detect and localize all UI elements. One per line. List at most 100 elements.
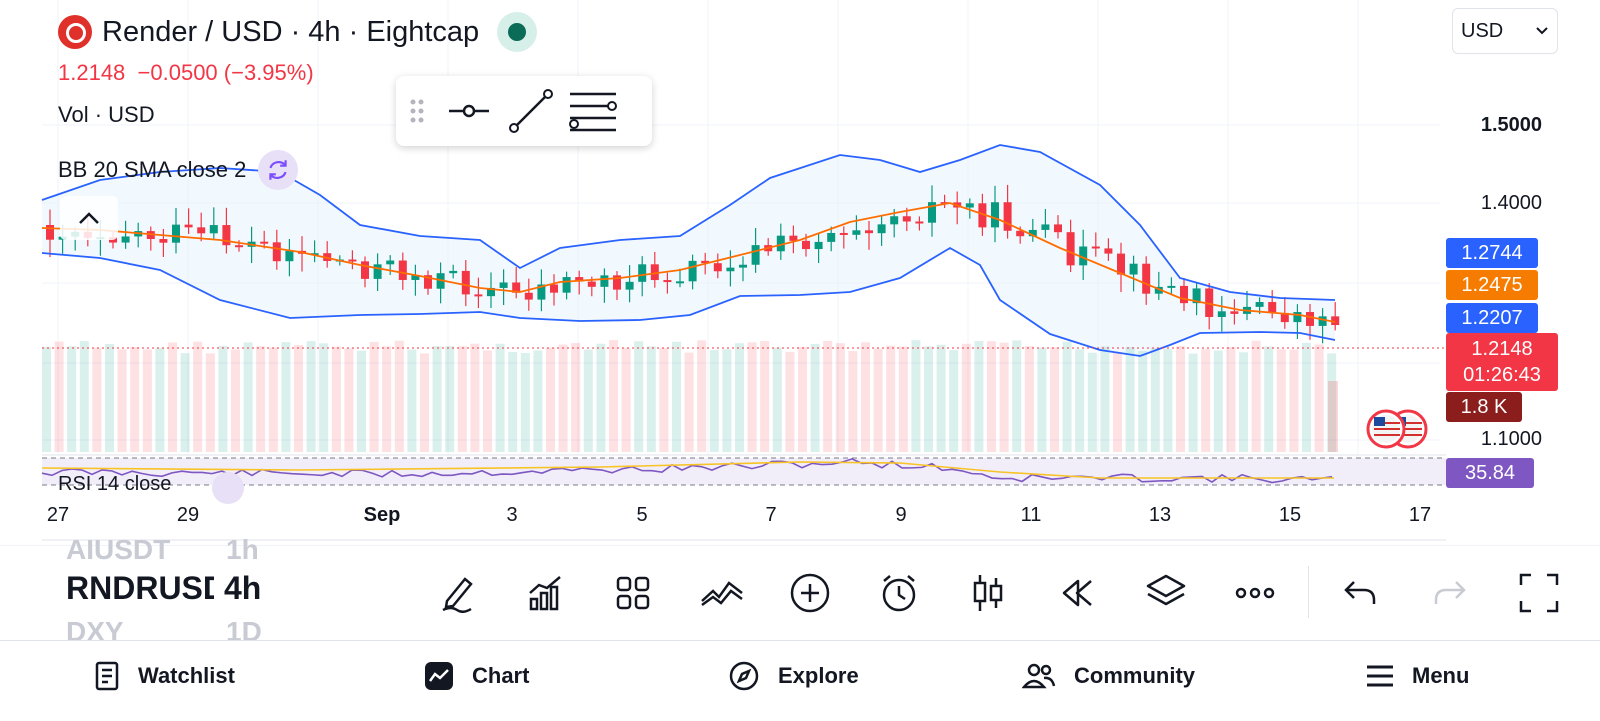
rsi-settings-bg	[212, 472, 244, 504]
time-tick: 15	[1278, 504, 1302, 526]
candle-body	[121, 236, 130, 243]
volume-bar	[520, 352, 530, 452]
candle-body	[776, 235, 785, 252]
candle-body	[1255, 302, 1264, 307]
nav-community[interactable]: Community	[1022, 641, 1195, 711]
drawing-floating-toolbar[interactable]	[396, 76, 652, 146]
watchlist-icon	[95, 661, 119, 691]
candle-body	[159, 239, 168, 243]
candle-body	[726, 267, 735, 272]
price-tick: 1.1000	[1480, 428, 1542, 450]
volume-bar	[936, 344, 946, 452]
bb-lower-tag: 1.2207	[1446, 303, 1538, 333]
nav-menu[interactable]: Menu	[1366, 641, 1469, 711]
prev-symbol[interactable]: AIUSDT	[66, 534, 171, 565]
symbol-interval-picker[interactable]: AIUSDT 1h RNDRUSD 4h DXY 1D	[66, 534, 286, 647]
more-icon[interactable]	[1230, 568, 1280, 618]
candle-body	[1028, 229, 1037, 237]
nav-watchlist[interactable]: Watchlist	[94, 641, 235, 711]
volume-bar	[646, 346, 656, 452]
last-price-tag-value: 1.2148	[1471, 338, 1533, 360]
current-interval[interactable]: 4h	[224, 570, 262, 606]
volume-bar	[394, 340, 404, 452]
candle-body	[852, 230, 861, 235]
volume-bar	[243, 342, 253, 452]
candle-body	[46, 225, 54, 240]
currency-select[interactable]: USD	[1452, 8, 1558, 54]
candle-body	[260, 241, 269, 244]
replay-icon[interactable]	[1052, 568, 1102, 618]
bb-legend[interactable]: BB 20 SMA close 2	[58, 150, 299, 190]
undo-icon[interactable]	[1335, 568, 1385, 618]
fib-retracement-icon[interactable]	[562, 76, 624, 146]
volume-bar	[1163, 348, 1173, 452]
templates-icon[interactable]	[608, 568, 658, 618]
current-symbol[interactable]: RNDRUSD	[66, 570, 214, 606]
candle-body	[713, 263, 722, 272]
candle-body	[550, 284, 558, 293]
add-icon[interactable]	[785, 568, 835, 618]
volume-bar	[1087, 352, 1097, 452]
bb-legend-label: BB 20 SMA close 2	[58, 157, 247, 182]
time-tick: 3	[506, 504, 518, 526]
fullscreen-icon[interactable]	[1514, 568, 1564, 618]
collapse-legend-button[interactable]	[60, 196, 118, 240]
volume-bar	[1328, 381, 1338, 452]
candle-body	[676, 281, 684, 284]
nav-explore[interactable]: Explore	[728, 641, 859, 711]
nav-chart[interactable]: Chart	[424, 641, 529, 711]
chart-area[interactable]: Render / USD · 4h · Eightcap 1.2148 −0.0…	[0, 0, 1600, 545]
chart-icon	[425, 662, 453, 690]
candle-body	[613, 275, 621, 290]
volume-bar	[1264, 346, 1274, 452]
volume-bar	[873, 348, 883, 452]
candle-body	[449, 270, 458, 274]
volume-bar	[168, 342, 177, 452]
candle-body	[688, 260, 697, 282]
volume-bar	[268, 347, 278, 452]
candle-body	[386, 260, 395, 265]
refresh-icon[interactable]	[258, 150, 299, 190]
volume-bar	[1113, 352, 1122, 452]
economic-events-flag-icon[interactable]	[1366, 409, 1430, 449]
candle-body	[1205, 288, 1214, 317]
candle-type-icon[interactable]	[963, 568, 1013, 618]
nav-community-label: Community	[1074, 663, 1195, 688]
volume-bar	[1138, 351, 1148, 452]
volume-bar	[205, 353, 215, 452]
candle-body	[1180, 285, 1188, 304]
pencil-icon[interactable]	[432, 568, 482, 618]
candle-body	[1217, 311, 1226, 317]
volume-bar	[457, 346, 467, 452]
redo-icon[interactable]	[1425, 568, 1475, 618]
nav-watchlist-label: Watchlist	[138, 663, 235, 688]
volume-bar	[331, 346, 341, 452]
market-status-icon[interactable]	[497, 12, 538, 52]
price-chart[interactable]	[0, 0, 1600, 545]
symbol-title: Render / USD · 4h · Eightcap	[102, 15, 480, 48]
alert-icon[interactable]	[874, 568, 924, 618]
indicators-icon[interactable]	[520, 568, 570, 618]
symbol-header[interactable]: Render / USD · 4h · Eightcap	[58, 12, 538, 52]
compare-icon[interactable]	[697, 568, 747, 618]
prev-interval[interactable]: 1h	[226, 534, 259, 565]
volume-bar	[999, 342, 1009, 452]
candle-body	[1003, 202, 1012, 231]
candle-body	[235, 245, 243, 248]
drag-handle-icon[interactable]	[396, 76, 438, 146]
rsi-legend[interactable]: RSI 14 close	[58, 473, 172, 495]
volume-bar	[495, 343, 505, 452]
candle-body	[701, 260, 710, 264]
volume-bar	[1024, 346, 1034, 452]
volume-legend[interactable]: Vol · USD	[58, 102, 155, 127]
volume-bar	[1276, 349, 1286, 452]
volume-bar	[672, 341, 681, 452]
layers-icon[interactable]	[1141, 568, 1191, 618]
volume-bar	[1075, 349, 1085, 452]
candle-body	[1104, 248, 1113, 254]
horizontal-line-icon[interactable]	[438, 76, 500, 146]
candle-body	[222, 225, 231, 246]
volume-bar	[558, 344, 568, 452]
candle-body	[1167, 285, 1176, 288]
trend-line-icon[interactable]	[500, 76, 562, 146]
